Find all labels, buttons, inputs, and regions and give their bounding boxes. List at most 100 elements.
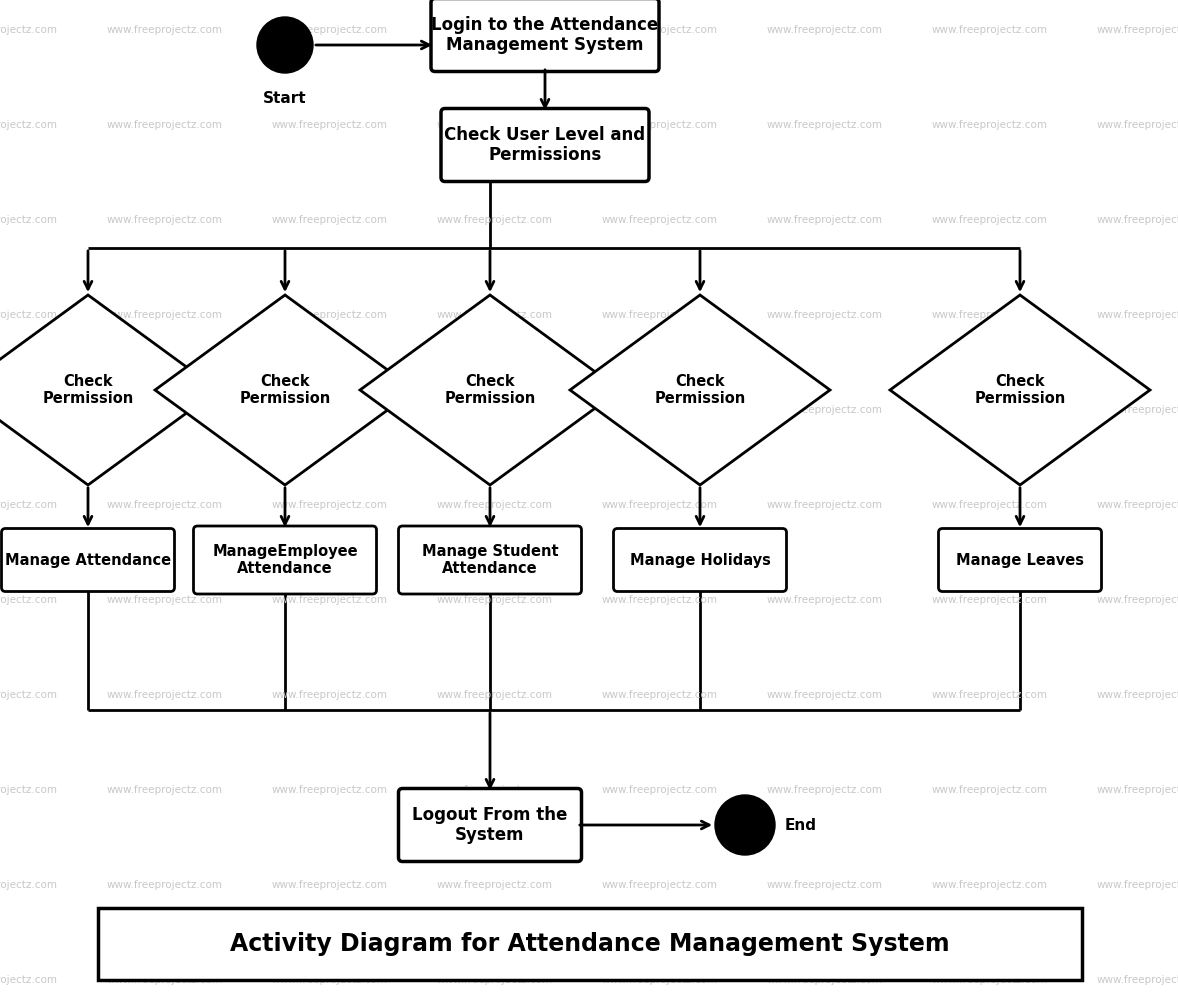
Text: www.freeprojectz.com: www.freeprojectz.com [272, 25, 388, 35]
Text: www.freeprojectz.com: www.freeprojectz.com [767, 25, 884, 35]
Text: www.freeprojectz.com: www.freeprojectz.com [602, 785, 719, 795]
Text: www.freeprojectz.com: www.freeprojectz.com [437, 880, 552, 890]
Text: Manage Holidays: Manage Holidays [629, 553, 770, 568]
Text: www.freeprojectz.com: www.freeprojectz.com [767, 595, 884, 605]
Text: www.freeprojectz.com: www.freeprojectz.com [437, 690, 552, 700]
Text: www.freeprojectz.com: www.freeprojectz.com [107, 215, 223, 225]
Text: www.freeprojectz.com: www.freeprojectz.com [1097, 310, 1178, 320]
Text: www.freeprojectz.com: www.freeprojectz.com [272, 690, 388, 700]
Text: Manage Attendance: Manage Attendance [5, 553, 171, 568]
Text: www.freeprojectz.com: www.freeprojectz.com [602, 690, 719, 700]
Text: www.freeprojectz.com: www.freeprojectz.com [1097, 595, 1178, 605]
Text: www.freeprojectz.com: www.freeprojectz.com [272, 785, 388, 795]
Text: Start: Start [263, 91, 306, 106]
Text: Check
Permission: Check Permission [974, 374, 1066, 407]
Text: www.freeprojectz.com: www.freeprojectz.com [272, 310, 388, 320]
Text: www.freeprojectz.com: www.freeprojectz.com [0, 880, 58, 890]
Text: www.freeprojectz.com: www.freeprojectz.com [767, 975, 884, 985]
Text: www.freeprojectz.com: www.freeprojectz.com [272, 120, 388, 130]
Text: Check
Permission: Check Permission [239, 374, 331, 407]
Text: www.freeprojectz.com: www.freeprojectz.com [0, 500, 58, 510]
Text: www.freeprojectz.com: www.freeprojectz.com [767, 880, 884, 890]
Text: www.freeprojectz.com: www.freeprojectz.com [107, 120, 223, 130]
Text: www.freeprojectz.com: www.freeprojectz.com [272, 880, 388, 890]
Text: www.freeprojectz.com: www.freeprojectz.com [767, 215, 884, 225]
Text: www.freeprojectz.com: www.freeprojectz.com [602, 405, 719, 415]
Circle shape [715, 795, 775, 855]
Text: www.freeprojectz.com: www.freeprojectz.com [932, 310, 1048, 320]
Text: www.freeprojectz.com: www.freeprojectz.com [1097, 690, 1178, 700]
Text: Check
Permission: Check Permission [444, 374, 536, 407]
FancyBboxPatch shape [98, 908, 1083, 980]
Text: Activity Diagram for Attendance Management System: Activity Diagram for Attendance Manageme… [230, 932, 949, 956]
Polygon shape [570, 295, 830, 485]
Text: www.freeprojectz.com: www.freeprojectz.com [932, 120, 1048, 130]
Text: www.freeprojectz.com: www.freeprojectz.com [437, 310, 552, 320]
Text: www.freeprojectz.com: www.freeprojectz.com [932, 975, 1048, 985]
Text: www.freeprojectz.com: www.freeprojectz.com [932, 25, 1048, 35]
Text: www.freeprojectz.com: www.freeprojectz.com [0, 310, 58, 320]
Polygon shape [891, 295, 1150, 485]
Circle shape [257, 17, 313, 73]
Text: www.freeprojectz.com: www.freeprojectz.com [932, 880, 1048, 890]
Text: www.freeprojectz.com: www.freeprojectz.com [767, 500, 884, 510]
Text: www.freeprojectz.com: www.freeprojectz.com [602, 310, 719, 320]
Text: www.freeprojectz.com: www.freeprojectz.com [932, 500, 1048, 510]
Text: www.freeprojectz.com: www.freeprojectz.com [602, 595, 719, 605]
Text: www.freeprojectz.com: www.freeprojectz.com [932, 405, 1048, 415]
Text: www.freeprojectz.com: www.freeprojectz.com [0, 25, 58, 35]
Text: www.freeprojectz.com: www.freeprojectz.com [1097, 785, 1178, 795]
Text: www.freeprojectz.com: www.freeprojectz.com [767, 785, 884, 795]
Text: Check
Permission: Check Permission [654, 374, 746, 407]
Text: www.freeprojectz.com: www.freeprojectz.com [602, 880, 719, 890]
Text: www.freeprojectz.com: www.freeprojectz.com [932, 690, 1048, 700]
Text: www.freeprojectz.com: www.freeprojectz.com [932, 595, 1048, 605]
Text: www.freeprojectz.com: www.freeprojectz.com [437, 25, 552, 35]
Text: ManageEmployee
Attendance: ManageEmployee Attendance [212, 544, 358, 577]
Text: www.freeprojectz.com: www.freeprojectz.com [107, 500, 223, 510]
Text: www.freeprojectz.com: www.freeprojectz.com [0, 120, 58, 130]
Text: www.freeprojectz.com: www.freeprojectz.com [602, 500, 719, 510]
Text: www.freeprojectz.com: www.freeprojectz.com [272, 500, 388, 510]
Text: Check User Level and
Permissions: Check User Level and Permissions [444, 125, 646, 164]
Text: www.freeprojectz.com: www.freeprojectz.com [602, 120, 719, 130]
Text: www.freeprojectz.com: www.freeprojectz.com [0, 405, 58, 415]
Text: Manage Student
Attendance: Manage Student Attendance [422, 544, 558, 577]
Text: www.freeprojectz.com: www.freeprojectz.com [272, 405, 388, 415]
FancyBboxPatch shape [398, 526, 582, 594]
Text: www.freeprojectz.com: www.freeprojectz.com [602, 215, 719, 225]
Text: www.freeprojectz.com: www.freeprojectz.com [437, 405, 552, 415]
Text: www.freeprojectz.com: www.freeprojectz.com [437, 215, 552, 225]
Text: www.freeprojectz.com: www.freeprojectz.com [272, 595, 388, 605]
Text: www.freeprojectz.com: www.freeprojectz.com [767, 310, 884, 320]
Text: www.freeprojectz.com: www.freeprojectz.com [602, 25, 719, 35]
Text: www.freeprojectz.com: www.freeprojectz.com [0, 595, 58, 605]
Text: www.freeprojectz.com: www.freeprojectz.com [1097, 500, 1178, 510]
FancyBboxPatch shape [939, 529, 1101, 591]
Text: www.freeprojectz.com: www.freeprojectz.com [1097, 120, 1178, 130]
Text: www.freeprojectz.com: www.freeprojectz.com [0, 690, 58, 700]
Text: www.freeprojectz.com: www.freeprojectz.com [0, 785, 58, 795]
FancyBboxPatch shape [1, 529, 174, 591]
Polygon shape [0, 295, 218, 485]
Text: www.freeprojectz.com: www.freeprojectz.com [107, 880, 223, 890]
Text: www.freeprojectz.com: www.freeprojectz.com [602, 975, 719, 985]
Text: www.freeprojectz.com: www.freeprojectz.com [1097, 215, 1178, 225]
Text: www.freeprojectz.com: www.freeprojectz.com [1097, 880, 1178, 890]
Text: www.freeprojectz.com: www.freeprojectz.com [107, 310, 223, 320]
Text: www.freeprojectz.com: www.freeprojectz.com [0, 975, 58, 985]
Text: www.freeprojectz.com: www.freeprojectz.com [107, 595, 223, 605]
Text: www.freeprojectz.com: www.freeprojectz.com [437, 500, 552, 510]
Text: Logout From the
System: Logout From the System [412, 805, 568, 844]
Text: www.freeprojectz.com: www.freeprojectz.com [437, 975, 552, 985]
FancyBboxPatch shape [398, 788, 582, 862]
Text: www.freeprojectz.com: www.freeprojectz.com [932, 785, 1048, 795]
FancyBboxPatch shape [193, 526, 377, 594]
Text: www.freeprojectz.com: www.freeprojectz.com [437, 785, 552, 795]
Text: www.freeprojectz.com: www.freeprojectz.com [107, 975, 223, 985]
Text: www.freeprojectz.com: www.freeprojectz.com [107, 25, 223, 35]
Text: www.freeprojectz.com: www.freeprojectz.com [1097, 975, 1178, 985]
Text: www.freeprojectz.com: www.freeprojectz.com [932, 215, 1048, 225]
Polygon shape [360, 295, 620, 485]
Text: www.freeprojectz.com: www.freeprojectz.com [272, 975, 388, 985]
